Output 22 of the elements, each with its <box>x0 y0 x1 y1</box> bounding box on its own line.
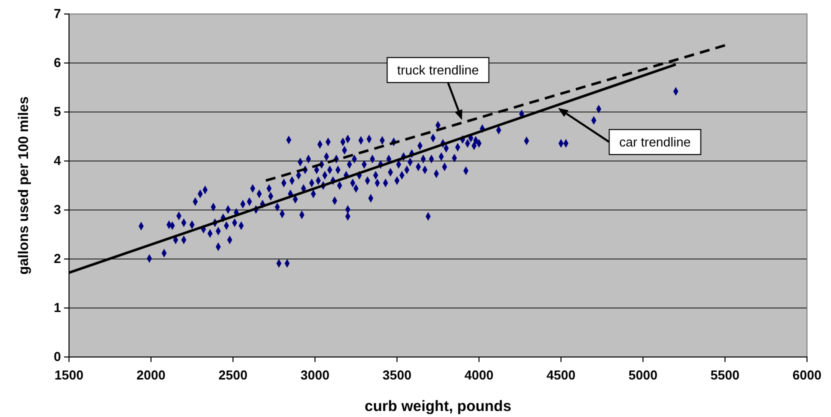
annotation: car trendline <box>619 134 691 150</box>
x-tick-label: 6000 <box>792 367 822 382</box>
x-tick-label: 4000 <box>464 367 494 382</box>
y-tick-label: 6 <box>54 55 61 70</box>
y-tick-label: 3 <box>54 202 61 218</box>
y-tick-label: 0 <box>54 349 61 364</box>
y-tick-label: 1 <box>54 300 61 316</box>
x-tick-label: 3000 <box>300 367 330 382</box>
x-tick-label: 1500 <box>54 367 84 382</box>
y-tick-label: 7 <box>54 6 61 22</box>
annotation: truck trendline <box>397 62 479 78</box>
x-tick-label: 4500 <box>546 367 576 382</box>
y-tick-label: 2 <box>54 251 61 266</box>
y-axis-title: gallons used per 100 miles <box>15 96 31 275</box>
x-tick-label: 3500 <box>382 367 412 382</box>
y-tick-label: 4 <box>54 153 62 168</box>
x-tick-label: 2500 <box>218 367 248 382</box>
y-tick-label: 5 <box>54 104 61 120</box>
x-tick-label: 2000 <box>136 367 166 382</box>
x-tick-label: 5000 <box>628 367 658 382</box>
x-tick-label: 5500 <box>710 367 740 382</box>
x-axis-title: curb weight, pounds <box>364 398 512 415</box>
